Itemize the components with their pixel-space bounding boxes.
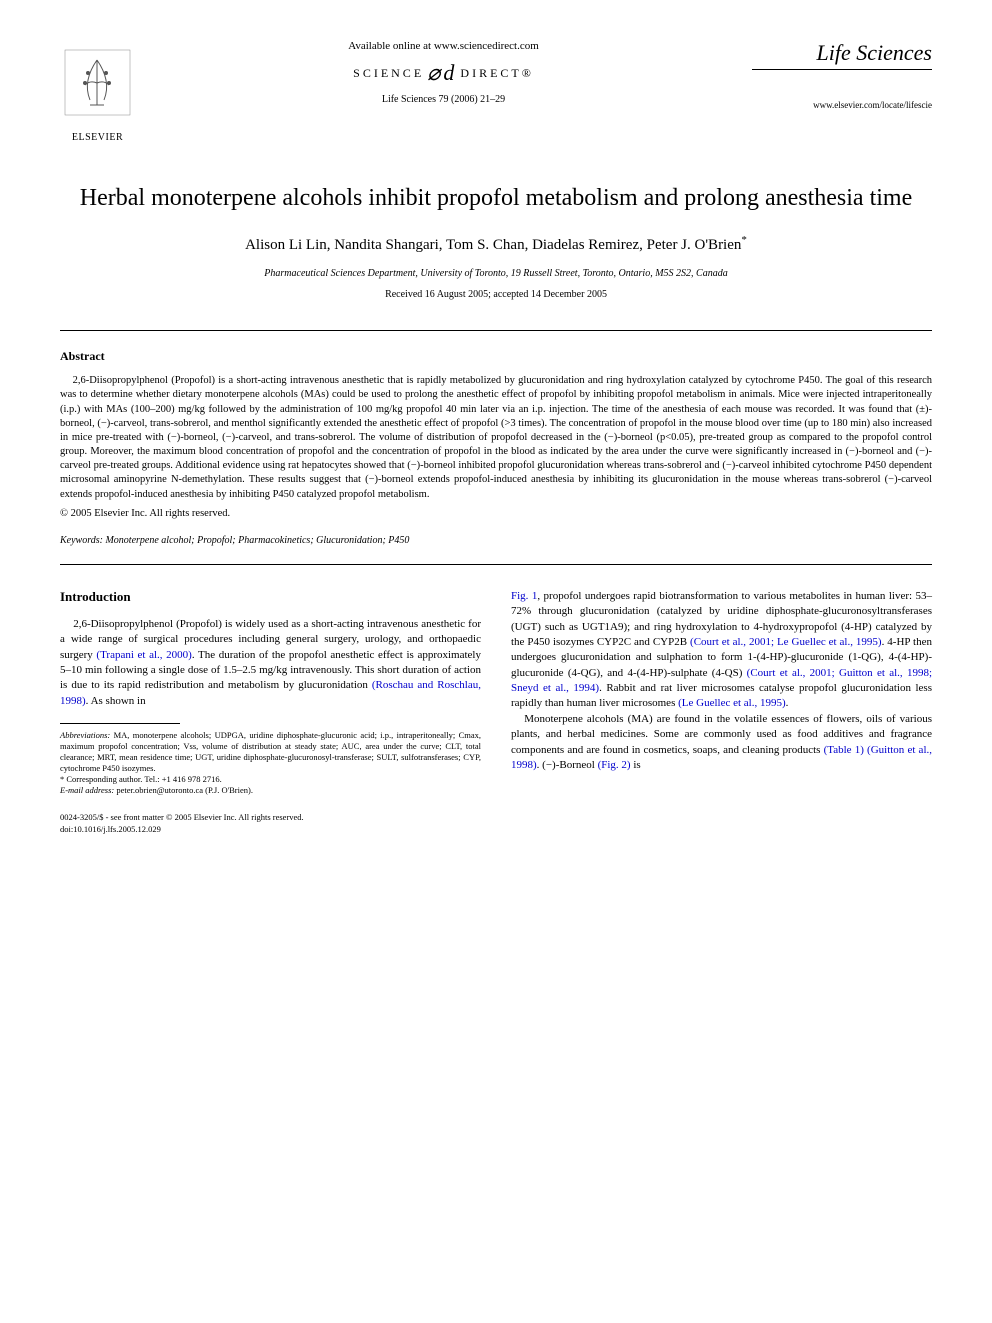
table-link[interactable]: (Table 1) [824, 744, 864, 756]
journal-reference: Life Sciences 79 (2006) 21–29 [155, 94, 732, 105]
affiliation: Pharmaceutical Sciences Department, Univ… [60, 268, 932, 279]
header-center: Available online at www.sciencedirect.co… [135, 40, 752, 105]
introduction-heading: Introduction [60, 589, 481, 605]
authors-line: Alison Li Lin, Nandita Shangari, Tom S. … [60, 234, 932, 254]
abstract-heading: Abstract [60, 349, 932, 364]
body-columns: Introduction 2,6-Diisopropylphenol (Prop… [60, 589, 932, 797]
header-right: Life Sciences www.elsevier.com/locate/li… [752, 40, 932, 110]
elsevier-tree-icon [60, 40, 135, 125]
column-left: Introduction 2,6-Diisopropylphenol (Prop… [60, 589, 481, 797]
corr-asterisk: * [741, 234, 747, 246]
divider-bottom [60, 564, 932, 565]
email-value: peter.obrien@utoronto.ca (P.J. O'Brien). [116, 785, 253, 795]
authors-text: Alison Li Lin, Nandita Shangari, Tom S. … [245, 237, 741, 253]
intro-paragraph-2: Monoterpene alcohols (MA) are found in t… [511, 712, 932, 774]
elsevier-label: ELSEVIER [60, 132, 135, 143]
sciencedirect-logo: SCIENCE ⌀d DIRECT® [155, 60, 732, 86]
figure-link[interactable]: (Fig. 2) [598, 759, 631, 771]
figure-link[interactable]: Fig. 1 [511, 590, 537, 602]
citation-link[interactable]: (Trapani et al., 2000) [96, 649, 191, 661]
available-online-text: Available online at www.sciencedirect.co… [155, 40, 732, 52]
article-title: Herbal monoterpene alcohols inhibit prop… [60, 183, 932, 214]
journal-url: www.elsevier.com/locate/lifescie [752, 100, 932, 110]
abbrev-label: Abbreviations: [60, 730, 110, 740]
email-label: E-mail address: [60, 785, 114, 795]
keywords-block: Keywords: Monoterpene alcohol; Propofol;… [60, 535, 932, 546]
footnote-divider [60, 723, 180, 724]
sd-left: SCIENCE [353, 66, 424, 81]
received-dates: Received 16 August 2005; accepted 14 Dec… [60, 289, 932, 300]
sd-d-icon: ⌀d [427, 60, 457, 86]
page-header: ELSEVIER Available online at www.science… [60, 40, 932, 143]
abstract-text: 2,6-Diisopropylphenol (Propofol) is a sh… [60, 374, 932, 502]
copyright: © 2005 Elsevier Inc. All rights reserved… [60, 508, 932, 519]
sd-right: DIRECT® [460, 66, 533, 81]
journal-name: Life Sciences [752, 40, 932, 70]
corresponding-author-footnote: * Corresponding author. Tel.: +1 416 978… [60, 774, 481, 785]
keywords-text: Monoterpene alcohol; Propofol; Pharmacok… [105, 535, 409, 546]
keywords-label: Keywords: [60, 535, 103, 546]
citation-link[interactable]: (Court et al., 2001; Le Guellec et al., … [690, 636, 882, 648]
citation-link[interactable]: (Le Guellec et al., 1995) [678, 697, 786, 709]
intro-paragraph-1: 2,6-Diisopropylphenol (Propofol) is wide… [60, 617, 481, 709]
divider-top [60, 330, 932, 331]
footer-line-1: 0024-3205/$ - see front matter © 2005 El… [60, 812, 932, 822]
intro-paragraph-1-cont: Fig. 1, propofol undergoes rapid biotran… [511, 589, 932, 712]
footer-line-2: doi:10.1016/j.lfs.2005.12.029 [60, 824, 932, 834]
abbreviations-footnote: Abbreviations: MA, monoterpene alcohols;… [60, 730, 481, 774]
column-right: Fig. 1, propofol undergoes rapid biotran… [511, 589, 932, 797]
email-footnote: E-mail address: peter.obrien@utoronto.ca… [60, 785, 481, 796]
elsevier-logo: ELSEVIER [60, 40, 135, 143]
